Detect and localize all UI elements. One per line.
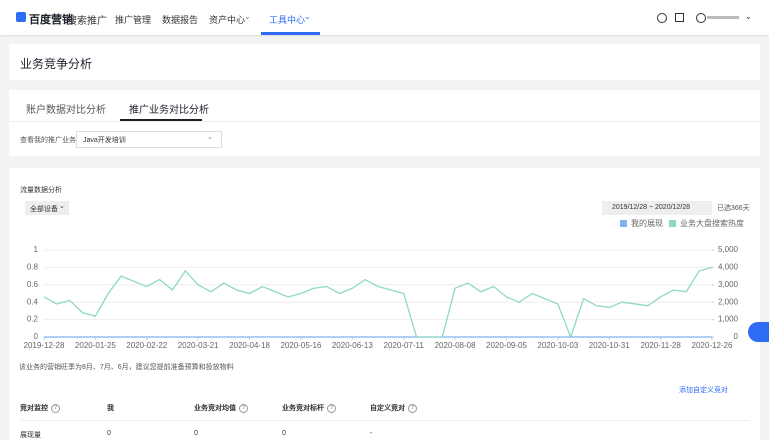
y-tick-label: 0 [34,332,39,341]
help[interactable]: ? [408,403,417,413]
device: 全部设备 [30,206,58,213]
y2-tick-label: 5,000 [718,245,739,254]
date-picker[interactable]: 2019/12/28 ~ 2020/12/28 [602,201,712,215]
help[interactable]: ? [327,403,336,413]
tabs-card: 账户数据对比分析 推广业务对比分析 查看我的推广业务 Java开发培训 ⌄ [9,90,760,156]
help-icon[interactable] [657,13,667,23]
chevron: ⌄ [304,12,311,21]
y-tick-label: 0.8 [27,263,39,272]
th: 自定义竞对? [370,403,417,413]
x-tick-label: 2020-10-03 [537,341,578,350]
copy-icon[interactable] [675,13,684,22]
logo-icon [16,12,26,22]
days: 已选366天 [717,205,750,212]
help[interactable]: ? [51,403,60,413]
y-tick-label: 0.6 [27,280,39,289]
y-tick-label: 0.4 [27,297,39,306]
chevron: ⌄ [59,203,65,210]
td: 0 [194,430,198,437]
date-range: 2019/12/28 ~ 2020/12/28 [612,204,691,211]
help[interactable]: ? [239,403,248,413]
x-tick-label: 2020-08-08 [435,341,476,350]
select[interactable]: Java开发培训 ⌄ [76,131,222,148]
y-tick-label: 1 [34,245,39,254]
y-tick-label: 0.2 [27,315,39,324]
x-tick-label: 2020-12-26 [692,341,733,350]
tab-active[interactable]: 推广业务对比分析 [129,105,209,116]
series-line [43,266,713,339]
th-text: 自定义竞对 [370,405,405,412]
table: 竞对监控? 我 业务竞对均值? 业务竞对标杆? 自定义竞对? 展现量 0 0 0… [9,393,760,440]
x-tick-label: 2020-01-25 [75,341,116,350]
th: 竞对监控? [20,403,60,413]
td: 0 [282,430,286,437]
x-tick-label: 2020-11-28 [640,341,681,350]
nav-item[interactable]: 数据报告 [162,15,199,25]
legend-label: 业务大盘搜索热度 [680,218,744,228]
active-underline [261,32,320,35]
product: 搜索推广 [67,16,107,27]
page-title: 业务竞争分析 [20,57,93,71]
chat-button[interactable] [748,322,769,342]
user-name[interactable] [707,16,739,19]
nav-item[interactable]: 资产中心 [209,15,246,25]
th: 业务竞对均值? [194,403,248,413]
td: 展现量 [20,432,41,439]
legend-swatch [669,220,676,227]
nav-item[interactable]: 推广管理 [115,15,152,25]
nav-item-active[interactable]: 工具中心 [269,15,306,25]
y2-tick-label: 0 [734,332,739,341]
x-tick-label: 2019-12-28 [24,341,65,350]
x-tick-label: 2020-09-05 [486,341,527,350]
filter-label: 查看我的推广业务 [20,137,76,144]
y2-tick-label: 4,000 [718,263,739,272]
top-nav: 百度营销 搜索推广 推广管理 数据报告 资产中心 ⌄ 工具中心 ⌄ ⌄ [0,0,769,35]
user-icon[interactable] [696,13,706,23]
select-value: Java开发培训 [83,137,126,144]
tab[interactable]: 账户数据对比分析 [26,105,106,116]
note: 该业务的营销旺季为8月、7月、6月，建议您提前准备预算和投放物料 [19,364,234,371]
link[interactable]: 添加自定义竞对 [679,387,728,394]
title-card: 业务竞争分析 [9,44,760,80]
y2-tick-label: 2,000 [718,297,739,306]
x-tick-label: 2020-06-13 [332,341,373,350]
td: 0 [107,430,111,437]
chevron: ⌄ [745,12,752,21]
legend-swatch [620,220,627,227]
th-text: 业务竞对均值 [194,405,236,412]
x-tick-label: 2020-04-18 [229,341,270,350]
th-text: 业务竞对标杆 [282,405,324,412]
y2-tick-label: 3,000 [718,280,739,289]
th-text: 竞对监控 [20,405,48,412]
th: 我 [107,405,114,412]
x-tick-label: 2020-10-31 [589,341,630,350]
td: - [370,430,373,437]
x-tick-label: 2020-05-16 [280,341,321,350]
x-tick-label: 2020-07-11 [384,341,425,350]
logo[interactable]: 百度营销 [29,14,73,26]
th: 业务竞对标杆? [282,403,336,413]
x-tick-label: 2020-03-21 [178,341,219,350]
divider [9,121,760,122]
y2-tick-label: 1,000 [718,315,739,324]
section-title: 流量数据分析 [20,187,62,194]
chevron: ⌄ [244,12,251,21]
device-select[interactable]: 全部设备 ⌄ [25,201,69,215]
chart: 0 0.2 0.4 0.6 0.8 1 0 1,000 2,000 3,000 4,000 5,000… [24,218,744,350]
tab-underline [120,119,202,121]
legend-label: 我的展现 [631,218,663,228]
chevron: ⌄ [207,134,213,141]
x-tick-label: 2020-02-22 [126,341,167,350]
row-divider [20,420,750,421]
